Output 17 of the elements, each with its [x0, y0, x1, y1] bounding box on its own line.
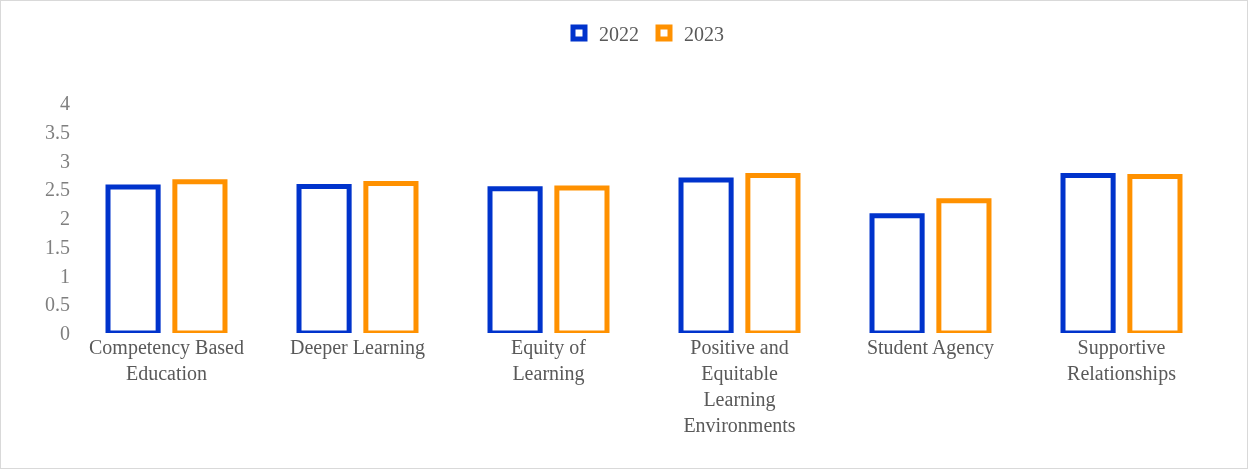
x-tick-label: Equity of Learning: [511, 336, 587, 385]
y-tick-label: 1: [60, 264, 70, 287]
y-tick-label: 2: [60, 207, 70, 229]
y-tick-label: 0: [60, 322, 70, 344]
x-tick-label: Deeper Learning: [290, 336, 425, 359]
x-tick-label: Positive and Equitable Learning Environments: [683, 336, 796, 436]
y-tick-label: 1.5: [45, 235, 70, 258]
y-tick-label: 2.5: [45, 178, 70, 201]
legend-label: 2023: [684, 22, 724, 45]
legend-label: 2022: [599, 22, 639, 45]
x-tick-label: Student Agency: [866, 336, 995, 359]
y-tick-label: 3: [60, 149, 70, 172]
x-tick-label: Supportive Relationships: [1067, 336, 1177, 385]
y-tick-label: 4: [60, 92, 70, 114]
y-tick-label: 3.5: [45, 120, 70, 143]
y-tick-label: 0.5: [45, 293, 70, 316]
x-tick-label: Competency Based Education: [89, 336, 244, 384]
